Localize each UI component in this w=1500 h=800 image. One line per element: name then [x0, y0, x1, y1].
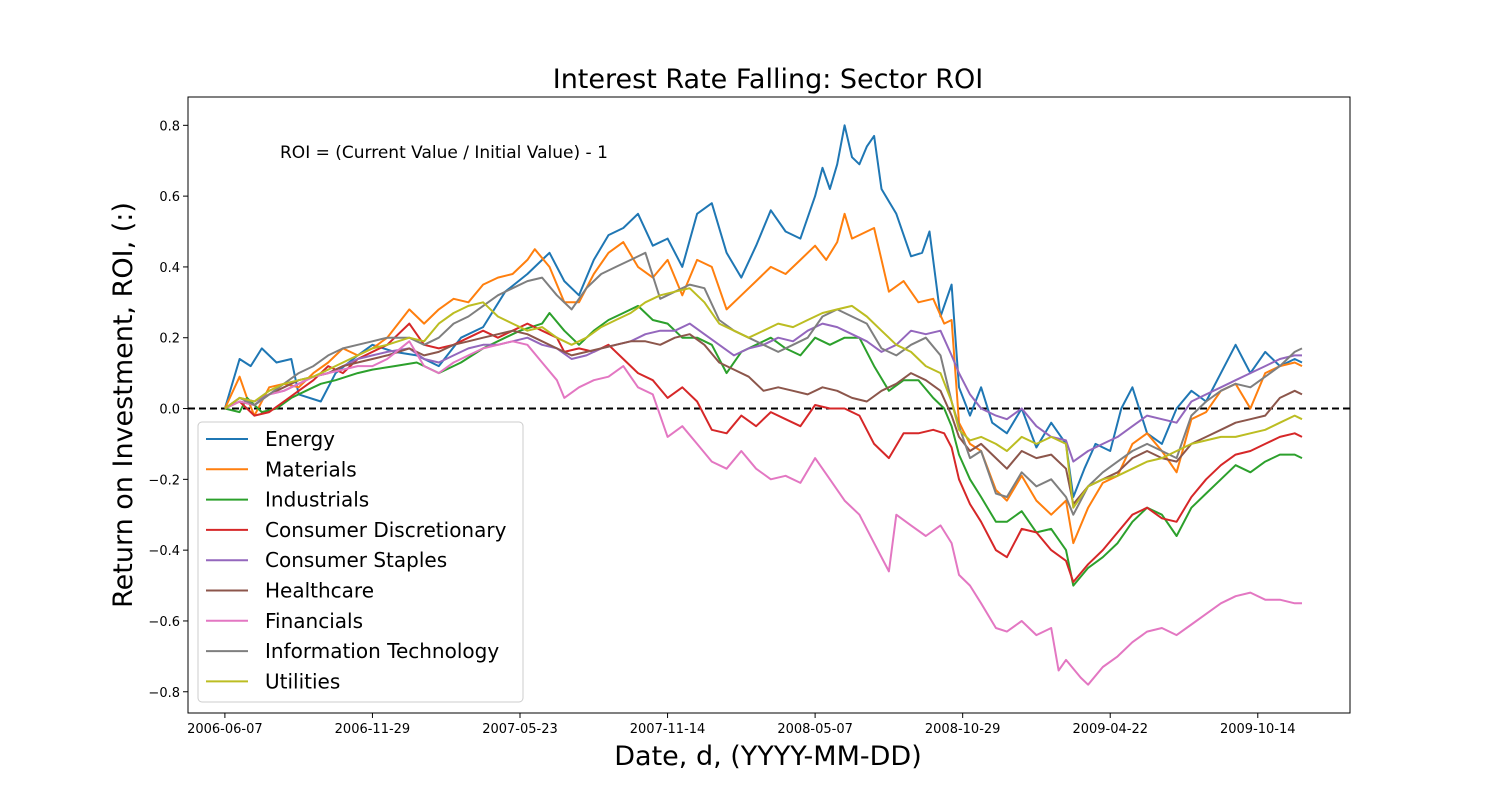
y-tick-label: −0.4	[148, 544, 180, 559]
plot-area	[188, 124, 1350, 686]
legend-label-information-technology: Information Technology	[265, 639, 499, 663]
plot-frame	[187, 96, 1351, 714]
y-tick-label: 0.4	[159, 261, 180, 276]
series-line-financials	[224, 340, 1302, 686]
legend-box	[197, 421, 524, 703]
legend-label-industrials: Industrials	[265, 488, 369, 512]
y-axis: 0.8 0.6 0.4 0.2 0.0 −0.2 −0.4 −0.6 −0.8	[148, 119, 188, 701]
series-line-consumer-discretionary	[224, 322, 1303, 583]
y-tick-label: −0.2	[148, 473, 180, 488]
y-tick-label: 0.0	[159, 403, 180, 418]
legend-label-energy: Energy	[265, 427, 335, 451]
x-tick-label: 2006-06-07	[187, 722, 263, 737]
x-axis-label: Date, d, (YYYY-MM-DD)	[614, 741, 922, 772]
y-tick-label: −0.8	[148, 686, 180, 701]
x-tick-label: 2008-10-29	[925, 722, 1001, 737]
legend-label-materials: Materials	[265, 457, 357, 481]
series-line-information-technology	[224, 251, 1303, 516]
x-tick-label: 2007-05-23	[482, 722, 558, 737]
x-tick-label: 2008-05-07	[777, 722, 853, 737]
y-tick-label: 0.8	[159, 119, 180, 134]
chart-title: Interest Rate Falling: Sector ROI	[553, 64, 984, 95]
x-tick-label: 2007-11-14	[630, 722, 706, 737]
legend: Energy Materials Industrials Consumer Discr…	[197, 421, 524, 703]
series-line-industrials	[224, 304, 1303, 587]
legend-label-utilities: Utilities	[265, 669, 340, 693]
roi-formula-annotation: ROI = (Current Value / Initial Value) - …	[280, 143, 608, 163]
y-axis-label: Return on Investment, ROI, (:)	[108, 202, 139, 608]
legend-label-consumer-discretionary: Consumer Discretionary	[265, 518, 507, 542]
x-tick-label: 2009-04-22	[1072, 722, 1148, 737]
y-tick-label: 0.6	[159, 190, 180, 205]
y-tick-label: −0.6	[148, 615, 180, 630]
x-tick-label: 2009-10-14	[1220, 722, 1296, 737]
legend-label-healthcare: Healthcare	[265, 579, 374, 603]
series-line-utilities	[224, 287, 1303, 509]
x-axis: 2006-06-07 2006-11-29 2007-05-23 2007-11-14…	[187, 713, 1296, 737]
y-tick-label: 0.2	[159, 332, 180, 347]
x-tick-label: 2006-11-29	[335, 722, 411, 737]
legend-label-consumer-staples: Consumer Staples	[265, 548, 447, 572]
legend-label-financials: Financials	[265, 609, 363, 633]
